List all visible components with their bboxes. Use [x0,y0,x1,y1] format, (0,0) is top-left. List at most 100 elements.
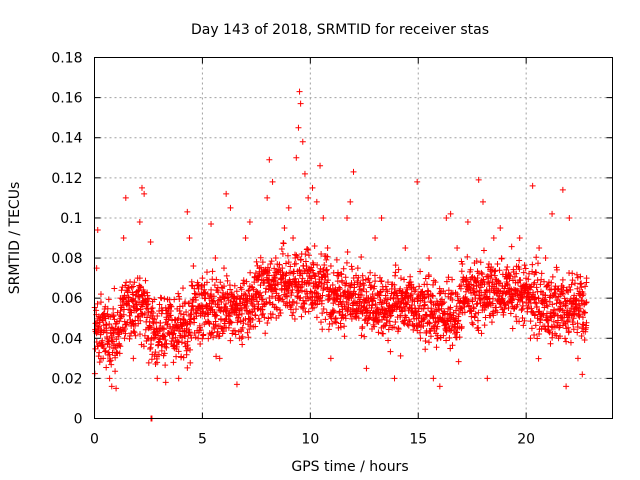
data-point [117,343,124,350]
data-point [311,272,318,279]
chart-title: Day 143 of 2018, SRMTID for receiver sta… [191,22,489,38]
data-point [372,301,379,308]
data-point [477,259,484,266]
data-point [397,275,404,282]
data-point [556,299,563,306]
y-tick-label: 0.08 [51,251,82,267]
data-point [583,319,590,326]
data-point [267,261,274,268]
data-point [574,355,581,362]
data-point [312,273,319,280]
data-point [511,273,518,280]
data-point [167,302,174,309]
data-point [365,275,372,282]
data-point [106,375,113,382]
data-point [128,284,135,291]
data-point [132,322,139,329]
data-point [531,279,538,286]
data-point [182,333,189,340]
data-point [446,334,453,341]
data-point [314,262,321,269]
data-point [380,286,387,293]
data-point [308,264,315,271]
data-point [496,267,503,274]
data-point [545,317,552,324]
data-point [313,314,320,321]
data-point [570,326,577,333]
data-point [548,279,555,286]
data-point [157,319,164,326]
data-point [337,324,344,331]
data-point [535,355,542,362]
x-tick-label: 15 [409,432,427,448]
data-point [458,323,465,330]
data-point [307,274,314,281]
data-point [475,176,482,183]
data-point [510,293,517,300]
data-point [96,359,103,366]
data-point [581,309,588,316]
data-point [445,274,452,281]
x-tick-label: 10 [301,432,319,448]
y-tick-label: 0 [74,412,83,428]
data-point [309,184,316,191]
data-point [565,328,572,335]
data-point [206,300,213,307]
data-point [443,214,450,221]
data-point [569,270,576,277]
data-point [331,308,338,315]
data-point [354,279,361,286]
data-point [474,274,481,281]
data-point [305,247,312,254]
data-point [417,335,424,342]
data-point [173,353,180,360]
data-point [174,316,181,323]
data-point [254,298,261,305]
data-point [452,289,459,296]
data-point [177,310,184,317]
data-point [211,282,218,289]
data-point [363,365,370,372]
data-point [275,292,282,299]
data-point [106,343,113,350]
data-point [305,308,312,315]
data-point [192,297,199,304]
data-point [476,296,483,303]
data-point [397,304,404,311]
data-point [415,308,422,315]
data-point [355,274,362,281]
data-point [199,335,206,342]
data-point [553,294,560,301]
data-point [145,309,152,316]
data-point [341,289,348,296]
data-point [549,301,556,308]
data-point [108,383,115,390]
data-point [209,329,216,336]
data-point [186,235,193,241]
data-point [583,279,590,286]
data-point [421,302,428,309]
data-point [563,338,570,345]
data-point [170,331,177,338]
data-point [145,359,152,366]
data-point [425,271,432,278]
data-point [112,368,119,375]
data-point [570,321,577,328]
data-point [147,324,154,331]
data-point [263,298,270,305]
data-point [233,381,240,388]
data-point [504,280,511,287]
data-point [350,168,357,175]
data-point [277,310,284,317]
data-point [338,271,345,278]
data-point [333,256,340,263]
data-point [241,290,248,297]
data-point [535,260,542,267]
data-point [188,282,195,289]
data-point [108,334,115,341]
data-point [378,278,385,285]
data-point [468,274,475,281]
data-point [464,218,471,225]
data-point [96,349,103,356]
data-point [318,280,325,287]
